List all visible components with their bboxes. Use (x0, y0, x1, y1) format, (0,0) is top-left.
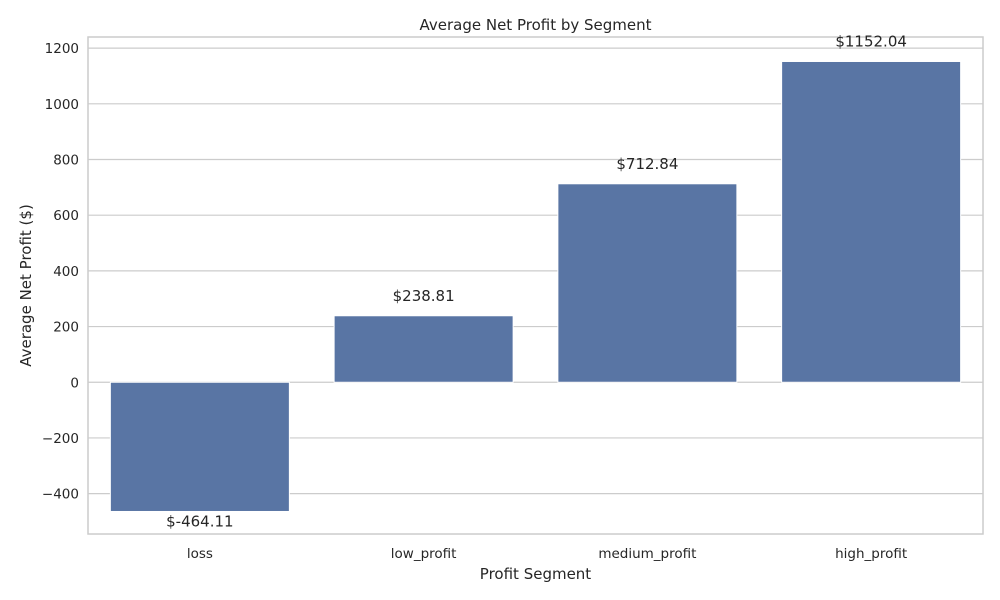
y-tick-label: 600 (53, 208, 79, 224)
plot-frame (87, 36, 984, 535)
data-labels: $-464.11 $238.81 $712.84 $1152.04 (166, 32, 907, 530)
x-tick-label: medium_profit (598, 546, 696, 562)
chart-title: Average Net Profit by Segment (419, 16, 651, 34)
data-label: $1152.04 (835, 32, 907, 50)
y-tick-label: −400 (42, 487, 79, 503)
bar-high_profit (781, 60, 962, 383)
y-axis-ticks: −400 −200 0 200 400 600 800 1000 1200 (42, 41, 79, 502)
y-tick-label: 200 (53, 320, 79, 336)
y-tick-label: 800 (53, 153, 79, 169)
y-tick-label: 1200 (45, 41, 79, 57)
data-label: $712.84 (616, 155, 678, 173)
x-tick-label: loss (187, 546, 213, 562)
x-tick-label: low_profit (391, 546, 457, 562)
y-tick-label: −200 (42, 431, 79, 447)
bar-medium_profit (557, 183, 738, 383)
x-axis-label: Profit Segment (480, 565, 592, 583)
y-axis-label: Average Net Profit ($) (17, 204, 35, 367)
y-tick-label: 1000 (45, 97, 79, 113)
bar-low_profit (333, 315, 514, 383)
y-tick-label: 0 (70, 375, 79, 391)
bars (109, 60, 962, 512)
data-label: $-464.11 (166, 512, 233, 530)
x-axis-ticks: loss low_profit medium_profit high_profit (187, 546, 907, 562)
y-tick-label: 400 (53, 264, 79, 280)
x-tick-label: high_profit (835, 546, 907, 562)
bar-loss (109, 381, 290, 512)
data-label: $238.81 (393, 287, 455, 305)
